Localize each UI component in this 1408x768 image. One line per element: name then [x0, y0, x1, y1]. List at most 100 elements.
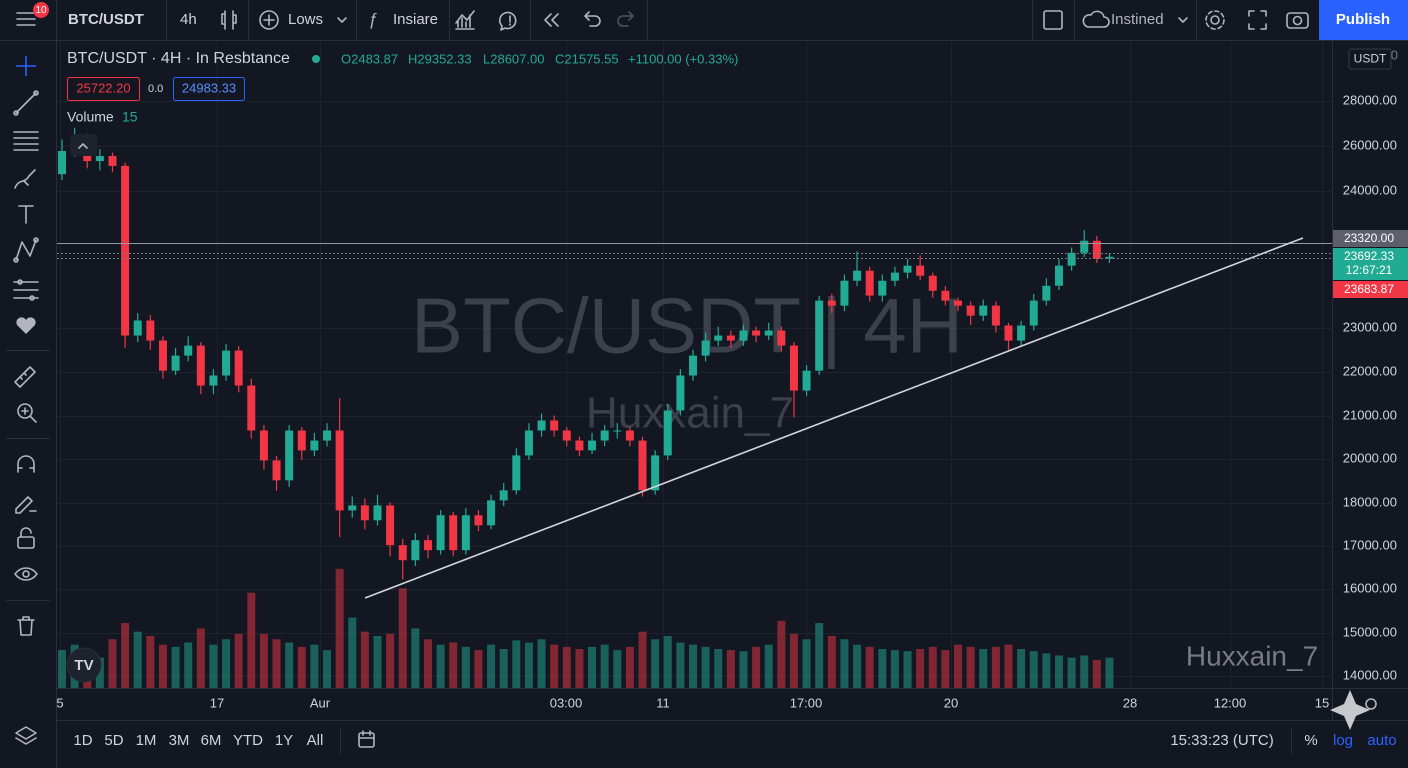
time-label: 12:00: [1214, 695, 1247, 710]
volume-bar: [916, 649, 925, 688]
volume-bar: [890, 650, 899, 688]
legend: BTC/USDT · 4H · In Resbtance O2483.87 H2…: [67, 50, 738, 156]
settings-button[interactable]: [1205, 10, 1225, 30]
trend-line[interactable]: [364, 237, 1304, 599]
range-button[interactable]: 1Y: [275, 732, 293, 749]
candle-body: [600, 430, 609, 441]
snapshot-button[interactable]: [1286, 12, 1309, 29]
brush-tool[interactable]: [14, 169, 36, 189]
interval-button[interactable]: 4h: [180, 11, 197, 28]
candle-body: [1105, 256, 1114, 259]
top-toolbar: 10 BTC/USDT 4h Lows ƒ Insiare Instine: [16, 0, 1408, 40]
range-button[interactable]: 5D: [104, 732, 123, 749]
candle-body: [487, 500, 496, 526]
candle-body: [323, 430, 332, 441]
collapse-button[interactable]: [70, 134, 97, 156]
axis-settings[interactable]: [1330, 690, 1377, 730]
undo-button[interactable]: [584, 11, 601, 27]
candle-body: [739, 330, 748, 341]
volume-bar: [865, 646, 874, 688]
candle-body: [588, 440, 597, 451]
volume-bar: [58, 650, 66, 688]
volume-bar: [95, 657, 104, 688]
candle-body: [449, 515, 458, 551]
candle-body: [335, 430, 344, 511]
delete-tool[interactable]: [17, 616, 35, 636]
lock-draw-tool[interactable]: [15, 496, 37, 514]
crosshair-tool[interactable]: [16, 56, 36, 76]
pattern-tool[interactable]: [13, 237, 39, 263]
range-button[interactable]: 1M: [136, 732, 157, 749]
redo-button[interactable]: [617, 11, 635, 27]
trendline-tool[interactable]: [13, 90, 39, 116]
favorites-tool[interactable]: [16, 317, 36, 334]
text-tool[interactable]: [18, 205, 34, 224]
volume-bar: [184, 642, 193, 688]
publish-button[interactable]: Publish: [1319, 0, 1408, 40]
volume-bar: [158, 644, 167, 688]
log-toggle[interactable]: log: [1333, 732, 1353, 749]
chart-templates-button[interactable]: [455, 10, 475, 30]
date-range-button[interactable]: [358, 730, 375, 748]
drawing-toolbar: [6, 56, 50, 745]
volume-bar: [651, 639, 660, 688]
volume-bar: [1080, 655, 1089, 688]
alert-button[interactable]: [498, 11, 517, 31]
sell-price: 25722.20: [76, 80, 130, 95]
candle-body: [158, 340, 167, 371]
range-button[interactable]: 1D: [73, 732, 92, 749]
lock-tool[interactable]: [17, 527, 35, 549]
object-tree-button[interactable]: [15, 726, 37, 745]
buy-box[interactable]: [173, 77, 245, 101]
volume-bar: [411, 628, 420, 688]
time-label: 5: [56, 695, 63, 710]
magnet-tool[interactable]: [17, 455, 35, 473]
volume-bar: [247, 592, 256, 688]
range-button[interactable]: 6M: [201, 732, 222, 749]
chart-type-button[interactable]: [221, 10, 237, 30]
ruler-tool[interactable]: [14, 366, 36, 388]
percent-toggle[interactable]: %: [1304, 732, 1317, 749]
visibility-tool[interactable]: [14, 567, 38, 581]
zoom-tool[interactable]: [17, 403, 37, 423]
menu-button[interactable]: 10: [16, 2, 49, 26]
volume-bar: [373, 636, 382, 688]
candle-body: [1092, 240, 1101, 259]
volume-bar: [487, 644, 496, 688]
candle-body: [360, 505, 369, 521]
volume-bar: [562, 646, 571, 688]
range-button[interactable]: YTD: [233, 732, 263, 749]
volume-bar: [335, 568, 344, 688]
candle-body: [701, 340, 710, 356]
time-axis: 5 17 Aur 03:00 11 17:00 20 28 12:00 15: [56, 695, 1329, 710]
range-button[interactable]: All: [307, 732, 324, 749]
candle-body: [663, 410, 672, 456]
indicator-button[interactable]: Lows: [259, 10, 347, 30]
prediction-tool[interactable]: [13, 279, 39, 301]
replay-button[interactable]: [544, 13, 559, 27]
formula-button[interactable]: ƒ Insiare: [368, 9, 438, 28]
volume-bar: [297, 646, 306, 688]
auto-toggle[interactable]: auto: [1367, 732, 1396, 749]
save-button[interactable]: Instined: [1082, 10, 1188, 28]
publish-label: Publish: [1336, 11, 1390, 28]
clock[interactable]: 15:33:23 (UTC): [1170, 732, 1273, 749]
candle-body: [777, 330, 786, 346]
legend-change: +1100.00 (+0.33%): [628, 51, 738, 66]
fib-tool[interactable]: [13, 131, 39, 151]
volume-bar: [752, 646, 761, 688]
spread: 0.0: [148, 83, 163, 95]
candle-body: [714, 335, 723, 341]
symbol-button[interactable]: BTC/USDT: [68, 11, 144, 28]
sell-box[interactable]: [67, 77, 140, 101]
layout-button[interactable]: [1043, 10, 1063, 30]
currency-box[interactable]: [1348, 48, 1392, 70]
time-label: Aur: [310, 695, 331, 710]
fullscreen-button[interactable]: [1248, 10, 1267, 30]
range-button[interactable]: 3M: [169, 732, 190, 749]
price-label: 28000.00: [1343, 92, 1397, 107]
candle-body: [941, 290, 950, 301]
candle-body: [1042, 285, 1051, 301]
